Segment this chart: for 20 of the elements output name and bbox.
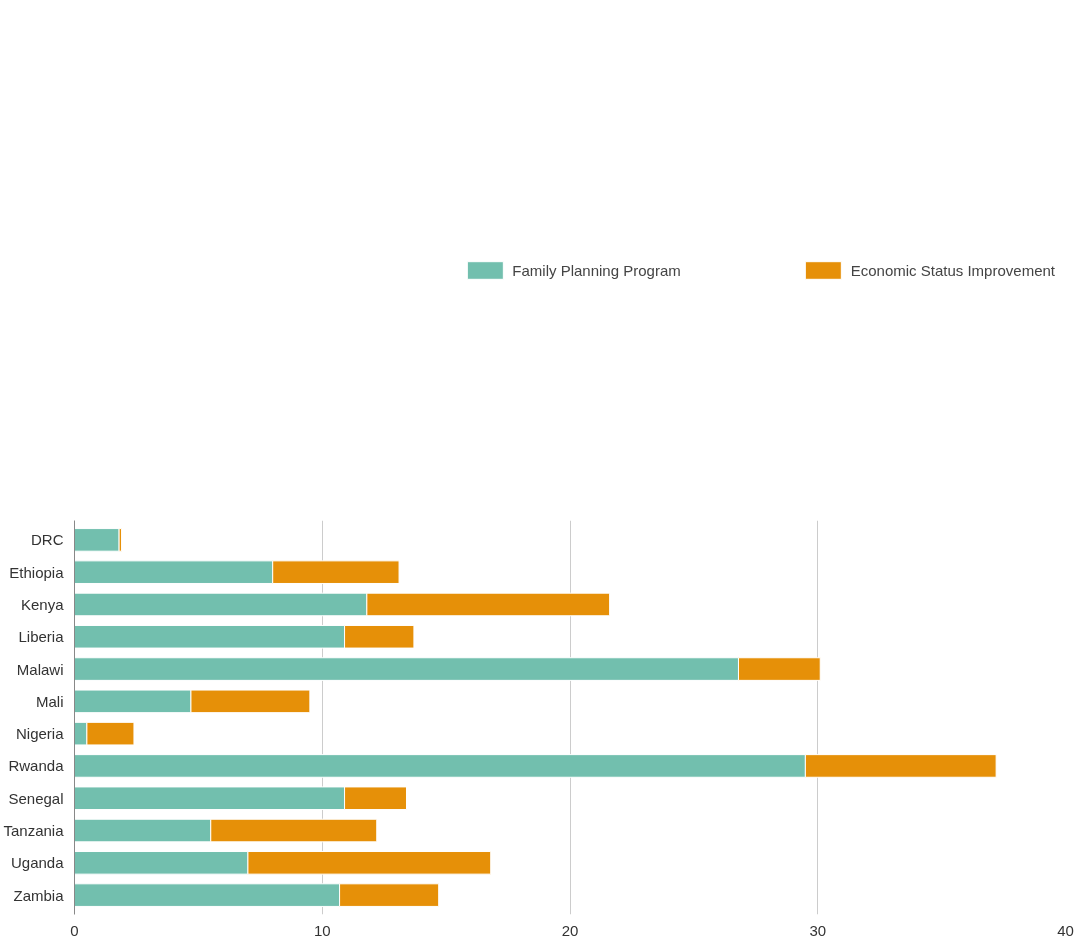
y-tick-label: Kenya (20, 595, 65, 613)
y-tick-label: Tanzania (3, 822, 65, 840)
y-tick-label: DRC (31, 531, 64, 549)
x-tick-label: 40 (1057, 921, 1074, 939)
legend-label: Economic Status Improvement (850, 261, 1055, 279)
y-tick-label: Malawi (16, 660, 64, 678)
y-tick-label: Mali (36, 692, 64, 710)
y-tick-label: Zambia (13, 886, 65, 904)
y-tick-label: Uganda (10, 854, 65, 872)
y-tick-label: Ethiopia (9, 563, 65, 581)
bar (74, 528, 120, 552)
y-tick-label: Nigeria (15, 725, 65, 743)
x-tick-label: 0 (70, 921, 79, 939)
legend-label: Family Planning Program (512, 261, 681, 279)
y-tick-label: Rwanda (8, 757, 65, 775)
x-tick-label: 20 (561, 921, 579, 939)
y-tick-label: Senegal (8, 789, 64, 807)
x-tick-label: 10 (313, 921, 331, 939)
x-tick-label: 30 (809, 921, 827, 939)
y-tick-label: Liberia (18, 628, 65, 646)
